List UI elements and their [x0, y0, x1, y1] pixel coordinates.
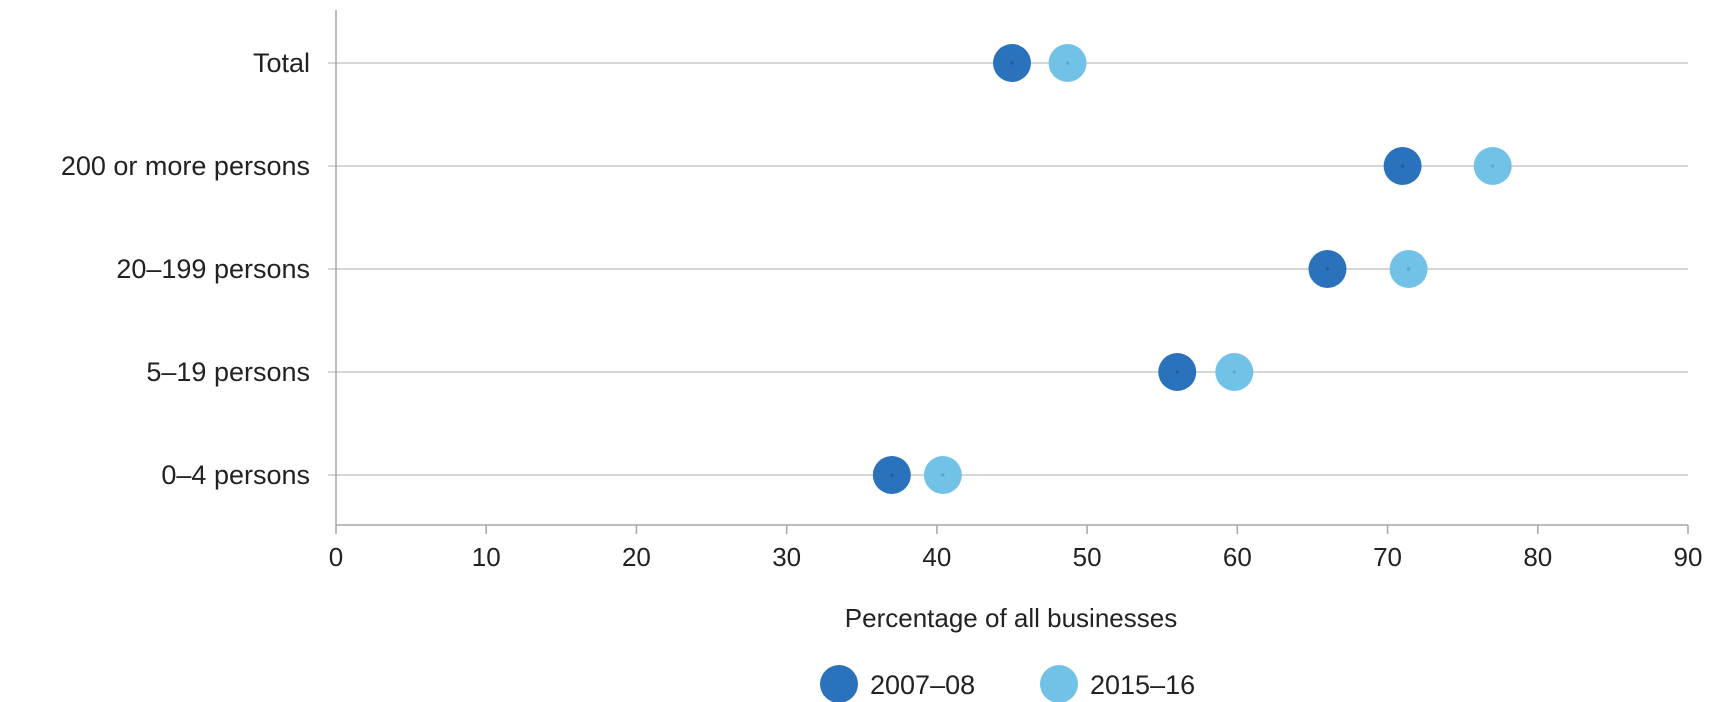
data-point-marker	[1400, 164, 1405, 168]
x-tick-label: 60	[1223, 542, 1252, 572]
category-gridlines	[328, 62, 1688, 476]
legend-marker	[1040, 665, 1078, 702]
legend-label: 2015–16	[1090, 670, 1195, 700]
category-labels: Total 200 or more persons 20–199 persons 5–…	[61, 48, 310, 490]
x-axis-label: Percentage of all businesses	[845, 603, 1177, 633]
legend-marker	[820, 665, 858, 702]
data-point-marker	[1175, 370, 1179, 374]
category-label: 200 or more persons	[61, 151, 310, 181]
legend: 2007–08 2015–16	[820, 665, 1195, 702]
x-tick-label: 50	[1073, 542, 1102, 572]
x-tick-label: 40	[922, 542, 951, 572]
x-tick-label: 70	[1373, 542, 1402, 572]
data-point-marker	[1406, 267, 1411, 271]
x-tick-label: 0	[329, 542, 343, 572]
x-tick-label: 10	[472, 542, 501, 572]
x-axis-ticks: 0 10 20 30 40 50 60 70 80 90	[329, 525, 1703, 572]
x-tick-label: 30	[772, 542, 801, 572]
data-point-marker	[1325, 267, 1330, 271]
x-tick-label: 90	[1674, 542, 1703, 572]
category-label: 0–4 persons	[161, 460, 310, 490]
data-point-marker	[1232, 370, 1236, 374]
data-point-marker	[1010, 61, 1014, 65]
data-point-marker	[1491, 164, 1495, 168]
data-point-marker	[941, 473, 945, 477]
data-points	[872, 44, 1512, 494]
x-tick-label: 80	[1523, 542, 1552, 572]
data-point-marker	[890, 473, 894, 477]
x-tick-label: 20	[622, 542, 651, 572]
category-label: Total	[253, 48, 310, 78]
data-point-marker	[1065, 61, 1070, 65]
axes	[335, 10, 1688, 526]
category-label: 20–199 persons	[116, 254, 310, 284]
legend-label: 2007–08	[870, 670, 975, 700]
category-label: 5–19 persons	[146, 357, 310, 387]
